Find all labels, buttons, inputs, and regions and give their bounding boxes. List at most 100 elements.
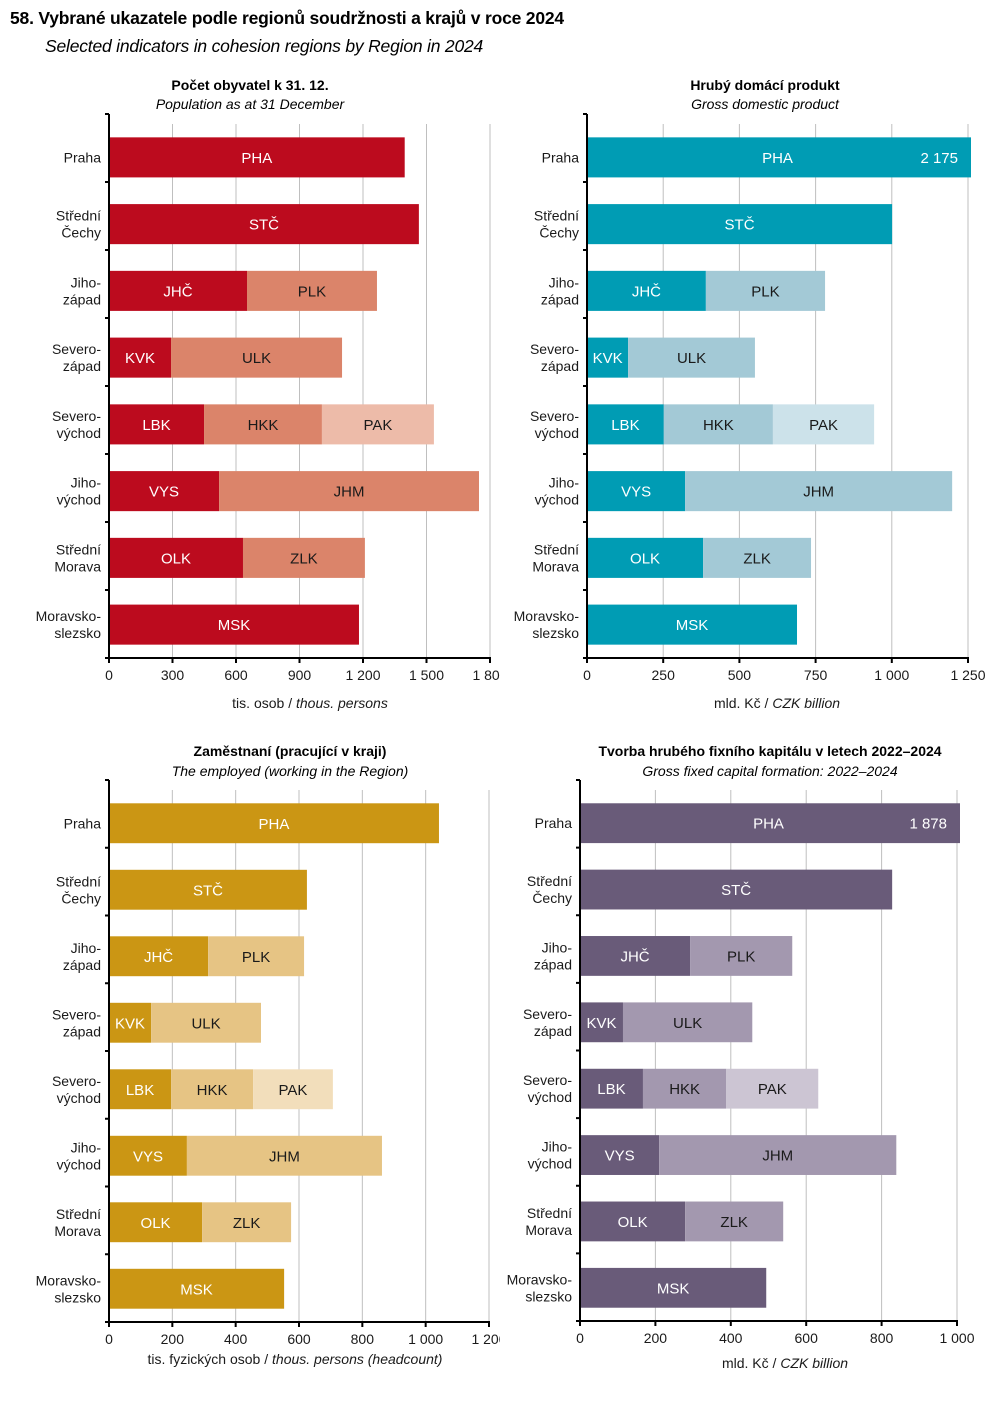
chart-employed: Zaměstnaní (pracující v kraji) The emplo… (0, 736, 507, 1386)
bars (109, 137, 479, 645)
bar-segment-zlk (202, 1202, 292, 1243)
x-axis-label: tis. fyzických osob / thous. persons (he… (148, 1351, 443, 1367)
segment-label: PLK (298, 283, 326, 300)
chart-title: Hrubý domácí produkt (690, 77, 840, 93)
category-label: Praha (542, 149, 580, 165)
bar-segment-jhm (186, 1135, 382, 1176)
segment-label: PAK (809, 417, 838, 434)
segment-label: JHČ (620, 948, 649, 965)
bar-segment-jhč (587, 270, 706, 311)
x-tick-label: 300 (161, 667, 185, 683)
chart-plot: PHA Praha STČ Střední Čechy JHČ PLK Jiho-západ K… (36, 113, 508, 711)
bar-segment-zlk (703, 537, 812, 578)
segment-label: PAK (363, 417, 392, 434)
segment-label: OLK (141, 1215, 171, 1232)
category-label: Severo-východ (52, 408, 101, 441)
x-tick-label: 400 (719, 1330, 743, 1346)
segment-label: OLK (618, 1214, 648, 1231)
x-tick-label: 600 (795, 1330, 819, 1346)
category-label: Střední Morava (525, 1205, 572, 1238)
category-label: Moravsko-slezsko (507, 1271, 573, 1304)
x-tick-label: 1 000 (408, 1331, 443, 1347)
bar-segment-olk (109, 1202, 203, 1243)
segment-label: KVK (586, 1015, 616, 1032)
bar-segment-pak (772, 404, 875, 445)
x-tick-label: 400 (224, 1331, 248, 1347)
segment-label: HKK (197, 1082, 228, 1099)
segment-label: HKK (703, 417, 734, 434)
segment-label: KVK (593, 350, 623, 367)
x-tick-label: 250 (652, 667, 676, 683)
bar-segment-lbk (587, 404, 664, 445)
category-label: Moravsko-slezsko (36, 608, 102, 641)
segment-label: KVK (125, 350, 155, 367)
segment-label: ZLK (233, 1215, 261, 1232)
bar-segment-stč (109, 869, 307, 910)
segment-label: PAK (758, 1081, 787, 1098)
bar-segment-msk (109, 1268, 285, 1309)
category-label: Střední Čechy (56, 208, 101, 241)
segment-label: JHČ (163, 283, 192, 300)
x-tick-label: 0 (105, 1331, 113, 1347)
x-tick-label: 200 (161, 1331, 185, 1347)
x-tick-label: 800 (351, 1331, 375, 1347)
segment-label: HKK (248, 417, 279, 434)
segment-label: OLK (161, 550, 191, 567)
bar-segment-kvk (587, 337, 629, 378)
bar-segment-zlk (685, 1201, 784, 1242)
bar-segment-lbk (109, 404, 205, 445)
category-label: Jiho-západ (63, 274, 101, 307)
segment-label: ULK (673, 1015, 702, 1032)
segment-label: VYS (133, 1148, 163, 1165)
bar-segment-hkk (663, 404, 773, 445)
chart-plot: PHA Praha STČ Střední Čechy JHČ PLK Jiho-západ K… (36, 779, 507, 1367)
segment-label: ULK (677, 350, 706, 367)
chart-subtitle: Population as at 31 December (155, 96, 345, 112)
category-label: Jiho-východ (57, 475, 102, 508)
bar-segment-olk (587, 537, 704, 578)
bar-segment-hkk (204, 404, 322, 445)
bar-segment-ulk (622, 1002, 753, 1043)
bar-segment-ulk (628, 337, 755, 378)
category-label: Střední Čechy (527, 873, 572, 906)
bar-segment-msk (580, 1267, 767, 1308)
x-axis-label: tis. osob / thous. persons (232, 695, 388, 711)
bar-segment-stč (109, 204, 419, 245)
segment-label: MSK (657, 1280, 690, 1297)
segment-label: JHČ (144, 949, 173, 966)
category-label: Moravsko-slezsko (36, 1272, 102, 1305)
segment-label: PLK (727, 948, 755, 965)
bar-segment-jhm (659, 1135, 897, 1175)
segment-label: ULK (242, 350, 271, 367)
bars (109, 803, 439, 1309)
chart-plot: PHA Praha STČ Střední Čechy JHČ PLK Jiho-západ K… (514, 113, 986, 711)
segment-label: PLK (242, 949, 270, 966)
category-label: Jiho-východ (57, 1139, 102, 1172)
segment-label: PHA (762, 150, 793, 167)
segment-label: PLK (751, 283, 779, 300)
category-label: Jiho-západ (63, 940, 101, 973)
x-tick-label: 0 (576, 1330, 584, 1346)
bar-segment-pha (587, 137, 971, 178)
bar-segment-jhm (685, 471, 953, 512)
chart-plot: PHA Praha STČ Střední Čechy JHČ PLK Jiho-západ K… (507, 779, 975, 1371)
bar-segment-lbk (580, 1068, 643, 1109)
bar-segment-pha (109, 803, 439, 844)
segment-label: JHM (762, 1148, 793, 1165)
segment-label: JHM (803, 484, 834, 501)
segment-label: PHA (241, 150, 272, 167)
category-label: Jiho-východ (535, 475, 580, 508)
bar-segment-olk (109, 537, 243, 578)
bar-segment-plk (208, 936, 305, 977)
segment-label: OLK (630, 550, 660, 567)
bars (580, 803, 960, 1308)
bar-segment-ulk (151, 1002, 261, 1043)
bar-segment-olk (580, 1201, 686, 1242)
category-label: Praha (535, 815, 573, 831)
bar-segment-pak (253, 1069, 333, 1110)
segment-label: KVK (115, 1015, 145, 1032)
bar-segment-msk (109, 604, 359, 645)
category-label: Severo-východ (523, 1072, 572, 1105)
bar-segment-vys (109, 471, 220, 512)
x-tick-label: 800 (870, 1330, 894, 1346)
